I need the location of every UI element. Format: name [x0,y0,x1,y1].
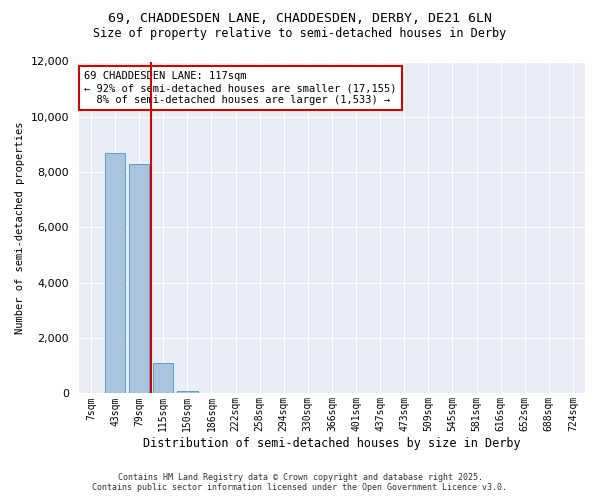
Bar [177,391,197,394]
Bar [153,363,173,394]
X-axis label: Distribution of semi-detached houses by size in Derby: Distribution of semi-detached houses by … [143,437,521,450]
Bar [129,164,149,394]
Y-axis label: Number of semi-detached properties: Number of semi-detached properties [15,121,25,334]
Text: 69 CHADDESDEN LANE: 117sqm
← 92% of semi-detached houses are smaller (17,155)
  : 69 CHADDESDEN LANE: 117sqm ← 92% of semi… [84,72,397,104]
Bar [201,392,221,394]
Bar [105,153,125,394]
Text: 69, CHADDESDEN LANE, CHADDESDEN, DERBY, DE21 6LN: 69, CHADDESDEN LANE, CHADDESDEN, DERBY, … [108,12,492,26]
Text: Size of property relative to semi-detached houses in Derby: Size of property relative to semi-detach… [94,28,506,40]
Text: Contains HM Land Registry data © Crown copyright and database right 2025.
Contai: Contains HM Land Registry data © Crown c… [92,473,508,492]
